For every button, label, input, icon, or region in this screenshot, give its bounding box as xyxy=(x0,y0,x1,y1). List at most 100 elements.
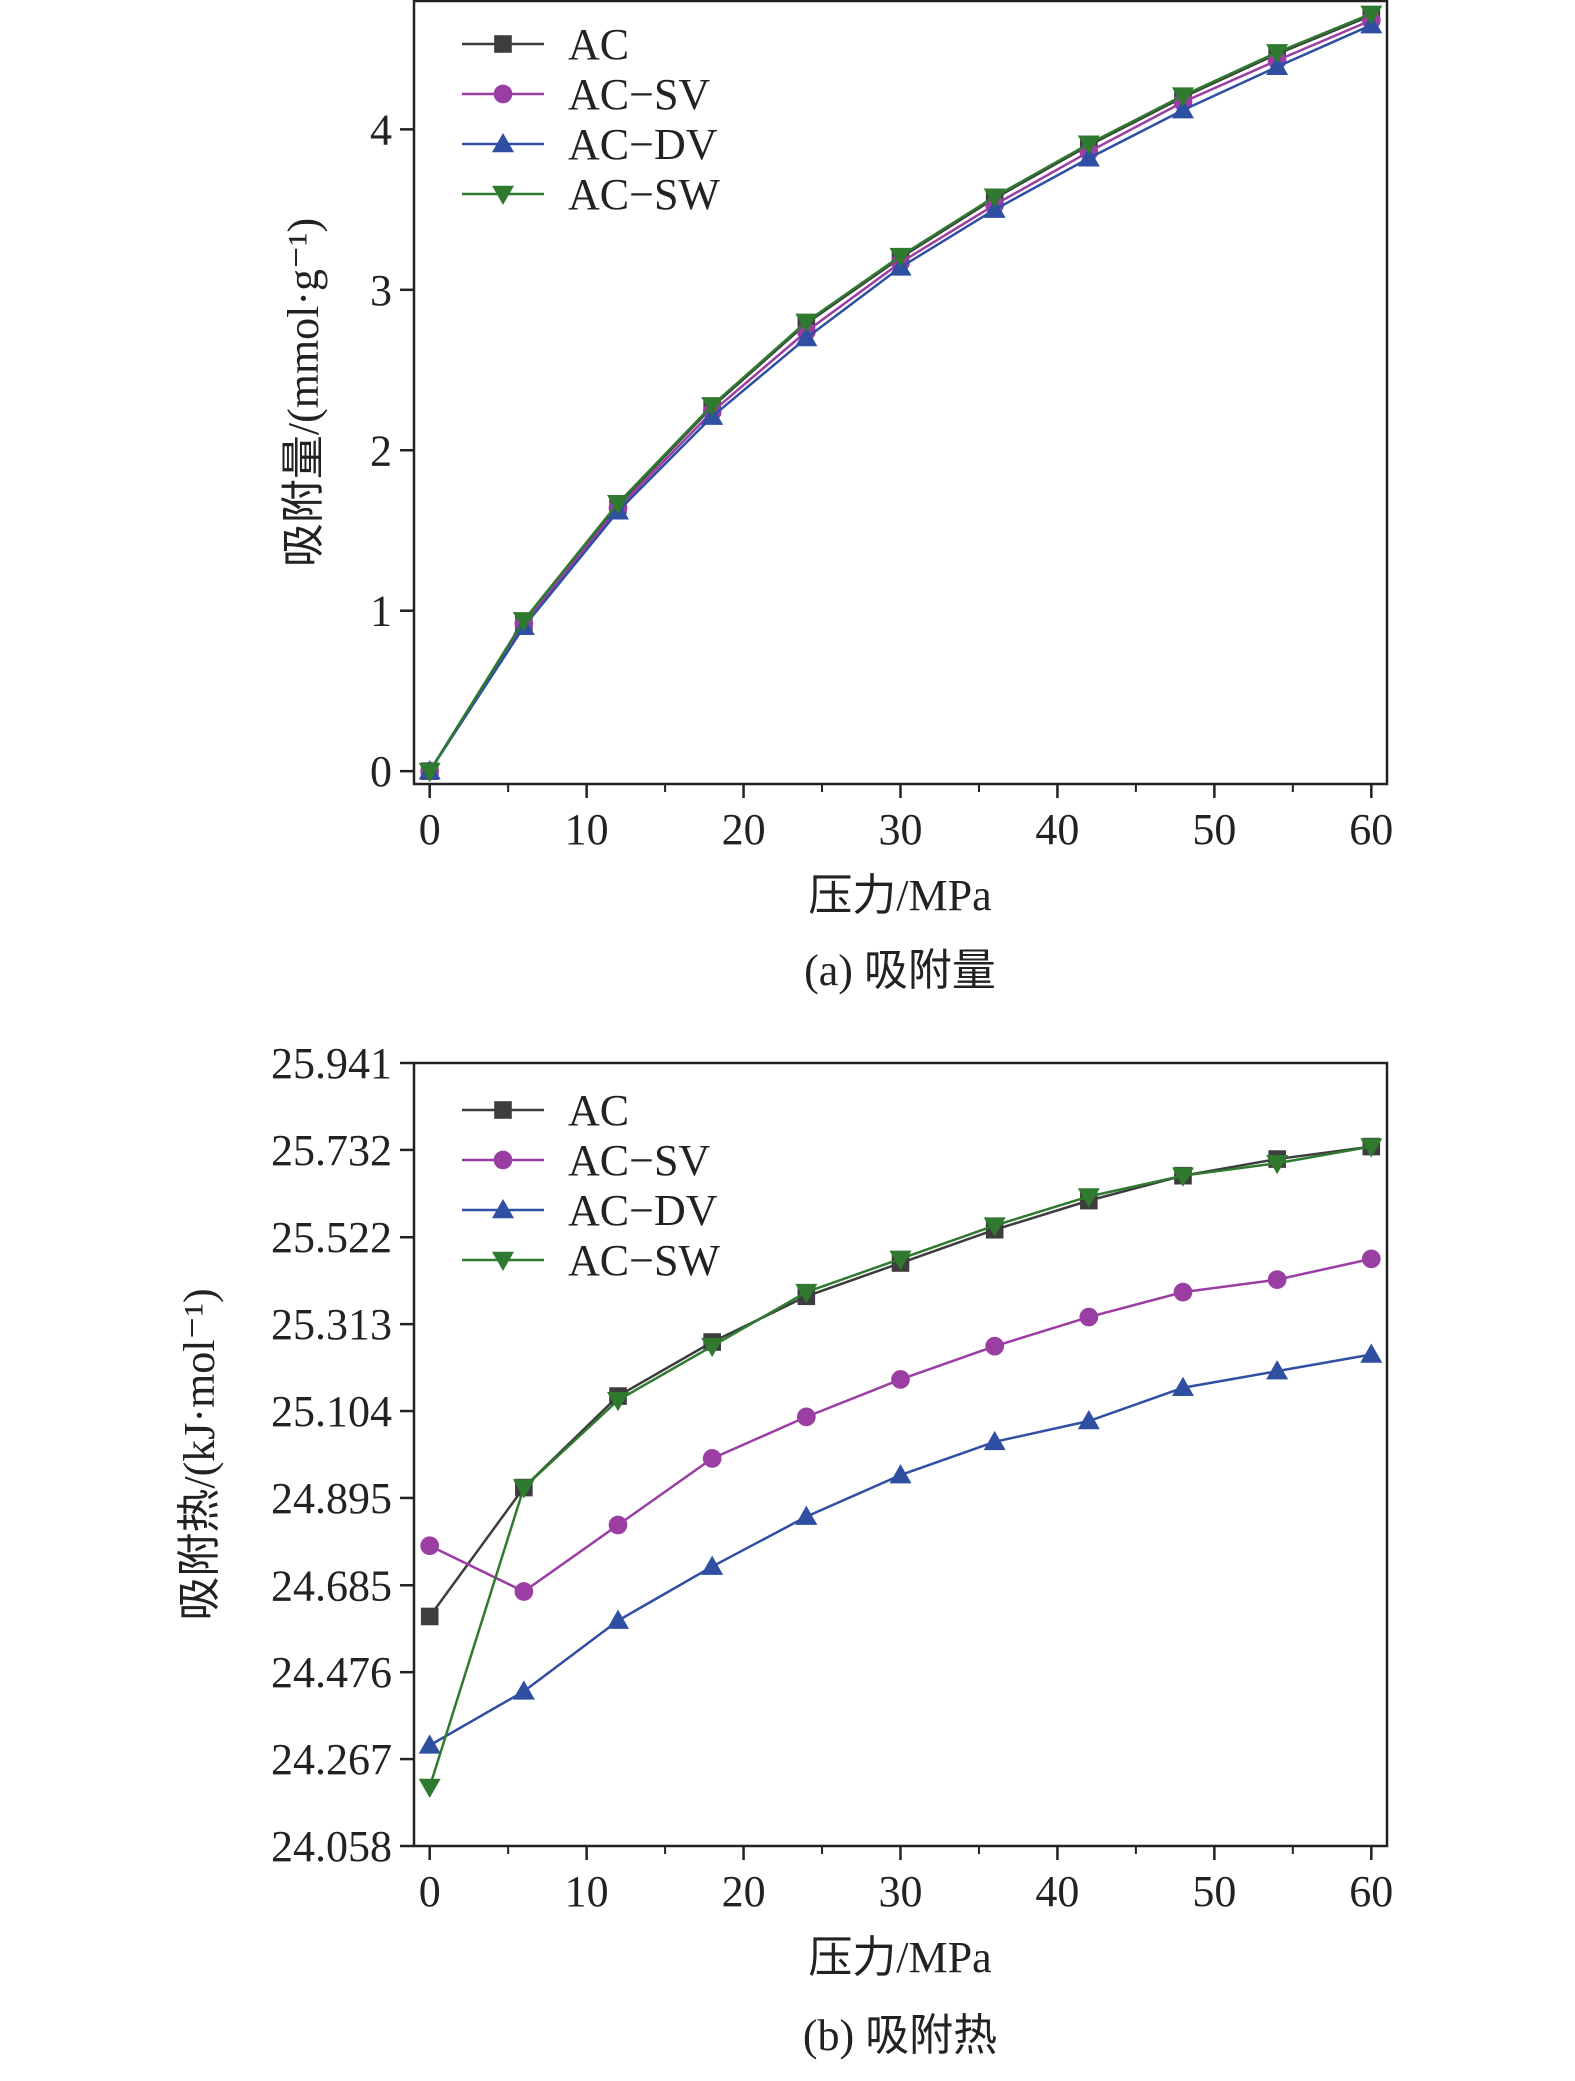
x-tick-label: 10 xyxy=(565,805,609,854)
data-point xyxy=(1360,1343,1383,1363)
data-point xyxy=(1171,1376,1194,1397)
data-point xyxy=(1077,147,1100,167)
data-point xyxy=(701,1555,724,1575)
legend-label: AC xyxy=(568,20,629,69)
data-point xyxy=(418,1778,441,1798)
y-tick-label: 0 xyxy=(370,747,392,796)
data-point xyxy=(607,494,630,515)
y-tick-label: 24.895 xyxy=(271,1474,392,1523)
data-point xyxy=(418,762,441,783)
data-point xyxy=(1266,1154,1289,1175)
legend-item: AC−SV xyxy=(462,70,710,119)
legend-item: AC xyxy=(462,1086,629,1135)
y-axis-label: 吸附热/(kJ·mol⁻¹) xyxy=(175,1288,224,1620)
data-point xyxy=(607,1391,630,1412)
legend-item: AC−SW xyxy=(462,1236,720,1285)
data-point xyxy=(701,397,724,417)
data-point xyxy=(795,326,818,347)
data-point xyxy=(607,1609,630,1629)
data-point xyxy=(795,1283,818,1304)
caption: (a) 吸附量 xyxy=(804,946,996,995)
y-tick-label: 24.058 xyxy=(271,1822,392,1871)
data-point xyxy=(1077,1188,1100,1208)
legend-label: AC−SV xyxy=(568,70,710,119)
legend-item: AC xyxy=(462,20,629,69)
y-tick-label: 2 xyxy=(370,426,392,475)
legend-item: AC−DV xyxy=(462,120,718,169)
data-point xyxy=(1077,135,1100,155)
x-tick-label: 40 xyxy=(1035,1867,1079,1916)
legend-item: AC−SV xyxy=(462,1136,710,1185)
data-point xyxy=(1171,99,1194,119)
plot-frame xyxy=(412,0,1389,786)
data-point xyxy=(983,188,1006,208)
y-tick-label: 4 xyxy=(370,105,392,154)
legend-marker xyxy=(494,1101,512,1119)
data-point xyxy=(795,1505,818,1525)
data-point xyxy=(420,1536,440,1556)
data-point xyxy=(1266,1360,1289,1380)
y-tick-label: 25.522 xyxy=(271,1213,392,1262)
y-tick-label: 3 xyxy=(370,266,392,315)
data-point xyxy=(1266,55,1289,76)
series-AC−DV xyxy=(418,1343,1383,1754)
series-line xyxy=(429,1353,1372,1747)
data-point xyxy=(983,198,1006,218)
data-point xyxy=(891,1370,910,1389)
data-point xyxy=(795,313,818,333)
legend-marker xyxy=(492,1251,514,1271)
data-point xyxy=(889,1464,912,1484)
data-point xyxy=(1079,1307,1099,1327)
data-point xyxy=(702,1449,722,1468)
series-line xyxy=(429,1257,1372,1593)
x-axis: 0 10 20 30 40 50 60 xyxy=(419,1846,1393,1916)
x-axis-label: 压力/MPa xyxy=(808,1933,991,1982)
data-point xyxy=(889,247,912,268)
y-tick-label: 24.267 xyxy=(271,1735,392,1784)
series-AC−SW xyxy=(418,5,1383,783)
legend-marker xyxy=(493,1150,513,1170)
data-point xyxy=(1171,87,1194,107)
y-tick-label: 25.732 xyxy=(271,1126,392,1175)
data-point xyxy=(796,1407,816,1427)
legend-label: AC−SV xyxy=(568,1136,710,1185)
y-tick-label: 25.941 xyxy=(271,1039,392,1088)
legend-label: AC−SW xyxy=(568,1236,720,1285)
y-tick-label: 24.476 xyxy=(271,1648,392,1697)
legend-label: AC−DV xyxy=(568,120,718,169)
data-point xyxy=(512,612,535,632)
x-tick-label: 10 xyxy=(565,1867,609,1916)
series-AC−DV xyxy=(418,14,1383,780)
series-AC−SW xyxy=(418,1138,1383,1798)
x-tick-label: 30 xyxy=(879,805,923,854)
series-AC−SV xyxy=(420,10,1381,781)
x-tick-label: 20 xyxy=(722,805,766,854)
data-point xyxy=(512,1680,535,1700)
y-tick-label: 25.104 xyxy=(271,1387,392,1436)
x-axis: 0 10 20 30 40 50 60 xyxy=(419,784,1393,854)
panel-b-adsorption-heat: 24.058 24.267 24.476 24.685 24.895 25.104 25.3… xyxy=(175,1039,1393,2060)
data-point xyxy=(1360,1138,1383,1158)
series-AC xyxy=(420,6,1381,780)
data-point xyxy=(701,1337,724,1358)
y-axis-label: 吸附量/(mmol·g⁻¹) xyxy=(279,218,328,567)
data-point xyxy=(418,1734,441,1754)
data-point xyxy=(608,1515,628,1535)
y-tick-label: 25.313 xyxy=(271,1300,392,1349)
x-axis-label: 压力/MPa xyxy=(808,871,991,920)
data-point xyxy=(1267,1270,1287,1289)
data-point xyxy=(512,1479,535,1499)
y-axis: 0 1 2 3 4 xyxy=(370,105,414,796)
legend-marker xyxy=(492,1199,514,1219)
x-tick-label: 50 xyxy=(1192,1867,1236,1916)
x-tick-label: 60 xyxy=(1349,805,1393,854)
data-point xyxy=(1171,1167,1194,1187)
legend-label: AC−SW xyxy=(568,170,720,219)
data-point xyxy=(420,1607,439,1626)
series-layer xyxy=(418,5,1383,783)
legend-marker xyxy=(493,84,513,104)
legend-item: AC−SW xyxy=(462,170,720,219)
